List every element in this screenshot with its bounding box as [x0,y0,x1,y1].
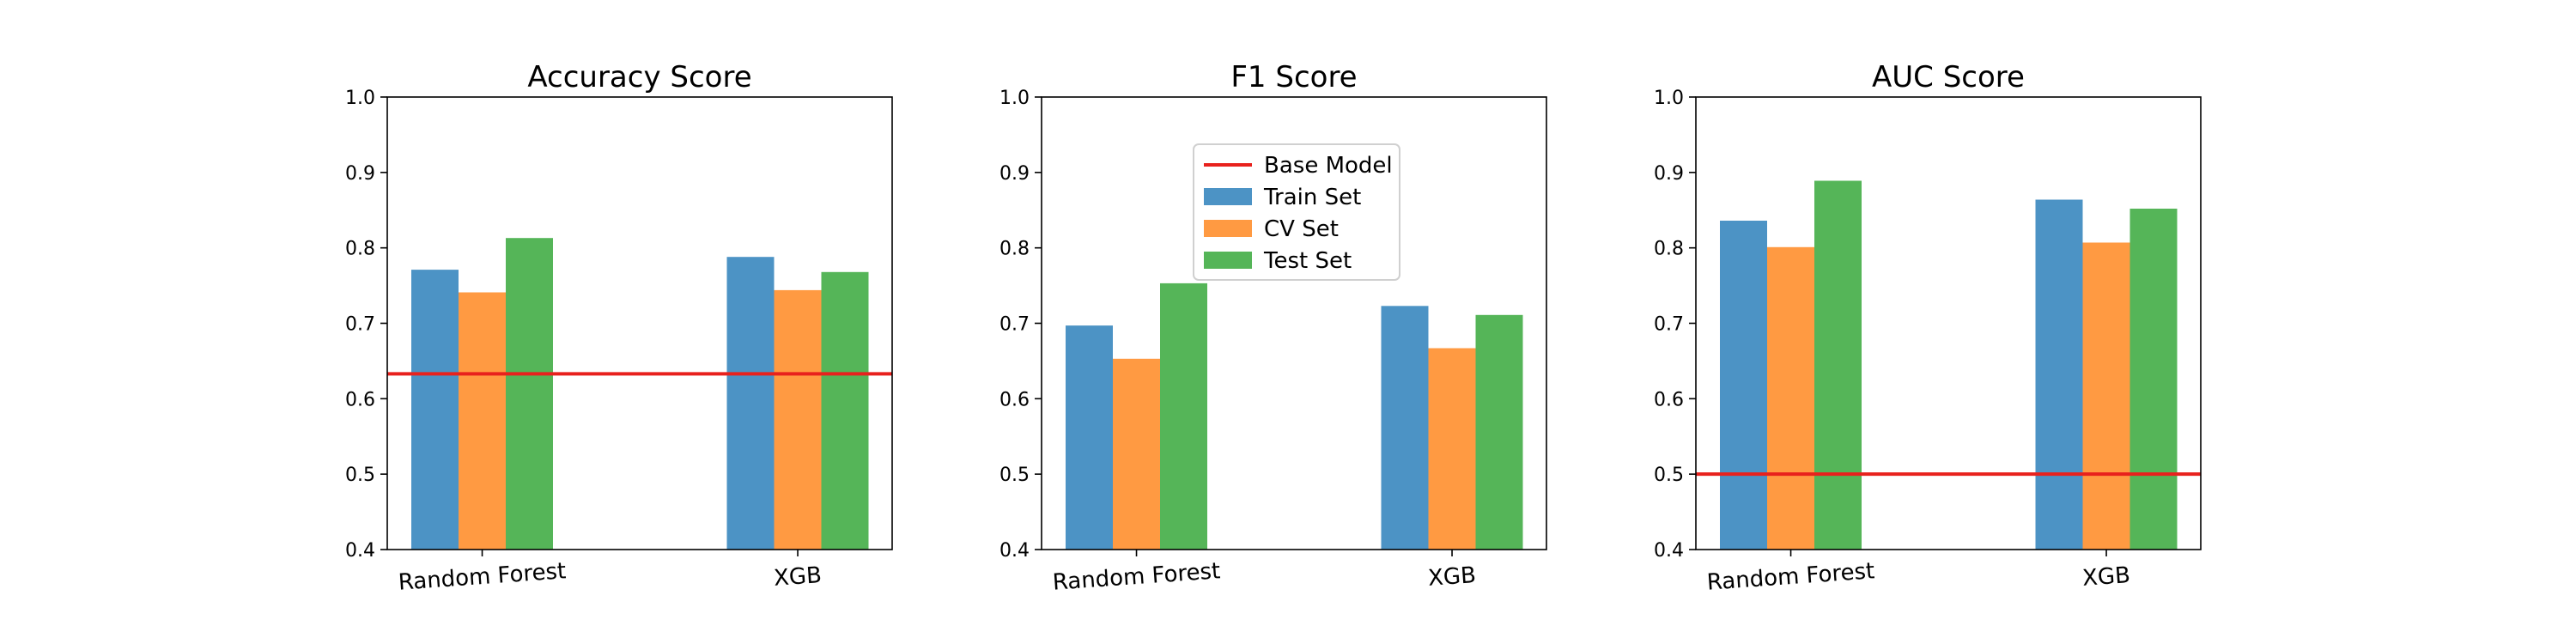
bar-cv-2 [774,289,822,550]
bar-train-1 [1720,221,1767,550]
y-tick-label: 0.6 [999,389,1030,410]
chart-title: Accuracy Score [527,60,751,94]
legend-label: Test Set [1263,248,1352,274]
bar-train-2 [2035,199,2083,550]
y-tick-label: 0.8 [999,239,1030,260]
legend-label: Base Model [1264,153,1393,179]
legend: Base Model Train Set CV Set Test Set [1193,143,1400,281]
legend-box [1193,143,1400,281]
legend-swatch-train [1204,188,1252,205]
bar-train-2 [726,257,775,550]
legend-label: CV Set [1264,216,1339,242]
y-tick-label: 1.0 [345,88,375,109]
chart-title: AUC Score [1872,60,2025,94]
y-tick-label: 0.6 [345,389,375,410]
bar-cv-1 [459,292,506,550]
legend-swatch-test [1204,252,1252,269]
bar-test-1 [506,238,553,550]
x-category-label: Random Forest [1052,558,1221,596]
y-tick-label: 0.5 [999,465,1030,486]
chart-title: F1 Score [1230,60,1357,94]
y-tick-label: 0.9 [345,163,375,185]
bar-cv-1 [1113,358,1160,550]
x-category-label: XGB [2081,562,2131,592]
bar-train-2 [1381,306,1429,550]
bar-test-2 [821,271,869,550]
y-tick-label: 0.9 [999,163,1030,185]
y-tick-label: 0.4 [999,540,1030,562]
y-tick-label: 0.7 [999,314,1030,336]
x-category-label: Random Forest [1706,558,1875,596]
bar-test-1 [1160,283,1207,550]
bar-test-2 [1475,314,1523,550]
y-tick-label: 0.8 [345,239,375,260]
bar-cv-1 [1767,246,1814,550]
bar-test-2 [2129,209,2178,550]
y-tick-label: 0.4 [1654,540,1684,562]
y-tick-label: 0.5 [1654,465,1684,486]
x-category-label: Random Forest [398,558,567,596]
chart-panel-3: AUC Score 0.4 0.5 0.6 0.7 0.8 0.9 1.0 Random For… [1654,60,2202,596]
bar-test-1 [1814,180,1862,550]
x-category-label: XGB [1427,562,1477,592]
legend-label: Train Set [1263,185,1361,210]
bar-train-1 [411,270,459,550]
legend-swatch-cv [1204,220,1252,237]
bar-cv-2 [1428,348,1476,550]
y-tick-label: 1.0 [1654,88,1684,109]
bar-cv-2 [2082,242,2130,550]
chart-panel-2: F1 Score 0.4 0.5 0.6 0.7 0.8 0.9 1.0 Random Fore… [999,60,1547,596]
y-tick-label: 0.7 [345,314,375,336]
chart-panel-1: Accuracy Score 0.4 0.5 0.6 0.7 0.8 0.9 1.0 Rando… [345,60,893,596]
x-category-label: XGB [773,562,823,592]
y-tick-label: 0.5 [345,465,375,486]
y-tick-label: 1.0 [999,88,1030,109]
y-tick-label: 0.8 [1654,239,1684,260]
y-tick-label: 0.6 [1654,389,1684,410]
y-tick-label: 0.7 [1654,314,1684,336]
y-tick-label: 0.9 [1654,163,1684,185]
bar-train-1 [1066,325,1113,550]
y-tick-label: 0.4 [345,540,375,562]
